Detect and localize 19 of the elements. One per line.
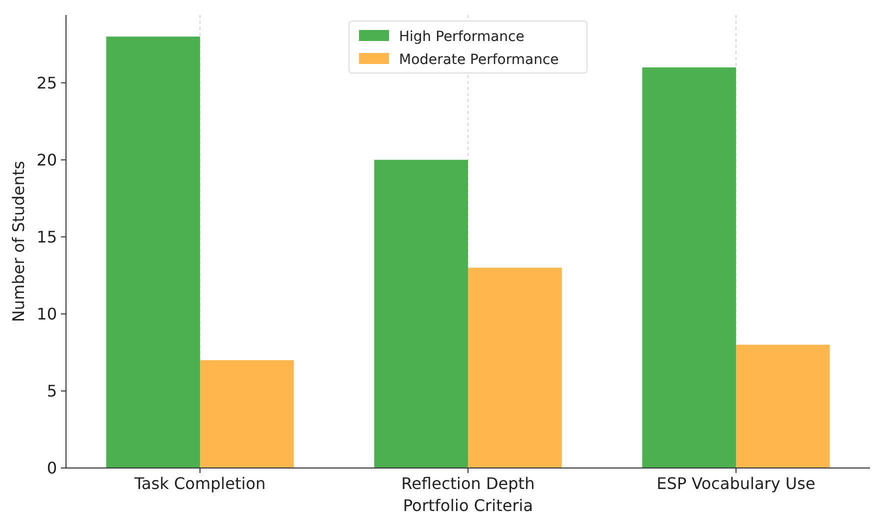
legend-label: Moderate Performance [399,52,559,68]
y-tick-label: 25 [36,73,57,92]
bar [736,344,830,468]
x-tick-label: ESP Vocabulary Use [656,474,816,493]
legend-label: High Performance [399,28,524,45]
y-tick-label: 0 [46,458,57,478]
bar [106,36,200,468]
y-axis-title: Number of Students [9,160,28,322]
y-tick-label: 10 [36,304,57,324]
bar [642,67,736,468]
y-tick-label: 5 [46,382,57,401]
bar [374,160,468,468]
bar [468,268,562,468]
bar [200,360,294,468]
y-tick-label: 20 [36,150,57,170]
y-tick-label: 15 [36,227,57,246]
x-axis-title: Portfolio Criteria [402,496,534,515]
x-tick-label: Task Completion [133,474,266,493]
x-tick-label: Reflection Depth [401,474,535,493]
